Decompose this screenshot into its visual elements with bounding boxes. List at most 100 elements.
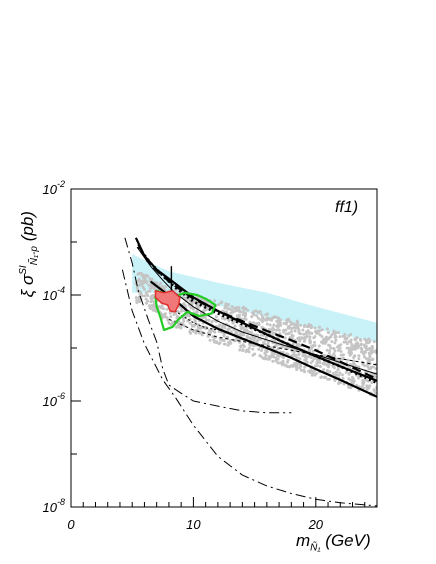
scatter-point (308, 341, 312, 345)
scatter-point (268, 317, 272, 321)
scatter-point (144, 297, 148, 301)
scatter-point (371, 365, 375, 369)
scatter-point (247, 346, 251, 350)
scatter-point (273, 352, 276, 356)
scatter-point (244, 307, 248, 311)
scatter-point (224, 302, 228, 306)
scatter-point (286, 326, 290, 330)
scatter-point (349, 338, 353, 342)
scatter-point (279, 323, 283, 327)
scatter-point (302, 368, 306, 372)
red-contour (154, 290, 181, 313)
scatter-point (304, 332, 308, 336)
scatter-point (324, 339, 328, 343)
scatter-point (307, 325, 311, 328)
scatter-point (226, 343, 230, 347)
scatter-point (264, 318, 268, 322)
scatter-point (310, 331, 314, 335)
scatter-point (305, 361, 309, 364)
scatter-point (164, 284, 168, 288)
scatter-point (291, 342, 295, 346)
scatter-point (213, 299, 217, 303)
scatter-point (140, 273, 144, 277)
scatter-point (231, 320, 235, 324)
scatter-point (325, 335, 328, 339)
scatter-point (230, 308, 234, 312)
scatter-point (325, 369, 329, 372)
x-axis-label: mÑ₁ (GeV) (296, 531, 371, 554)
scatter-point (372, 388, 376, 392)
scatter-point (237, 306, 241, 310)
scatter-point (199, 331, 203, 335)
scatter-point (363, 337, 367, 341)
scatter-point (274, 356, 278, 360)
scatter-point (148, 304, 151, 308)
scatter-point (319, 376, 323, 379)
scatter-point (266, 312, 270, 316)
scatter-point (243, 329, 247, 333)
scatter-point (368, 384, 372, 388)
scatter-point (277, 316, 280, 320)
scatter-point (305, 334, 309, 338)
scatter-point (353, 337, 357, 341)
scatter-point (135, 299, 139, 303)
scatter-point (149, 307, 153, 311)
scatter-point (248, 320, 252, 324)
scatter-point (174, 312, 178, 316)
shaded-regions (132, 253, 377, 342)
scatter-point (313, 326, 317, 330)
scatter-point (136, 272, 140, 276)
scatter-point (168, 311, 172, 315)
scatter-point (218, 323, 222, 327)
scatter-point (278, 332, 282, 336)
scatter-point (164, 312, 167, 316)
scatter-point (322, 353, 326, 357)
scatter-point (332, 352, 336, 356)
scatter-point (325, 327, 329, 331)
scatter-point (311, 349, 315, 353)
scatter-point (252, 310, 256, 314)
scatter-point (251, 353, 255, 357)
scatter-point (338, 346, 342, 350)
scatter-point (336, 331, 340, 334)
scatter-point (264, 349, 268, 353)
scatter-point (332, 347, 336, 350)
scatter-point (368, 346, 372, 350)
scatter-point (141, 286, 145, 289)
scatter-point (295, 368, 299, 372)
scatter-point (298, 339, 302, 343)
scatter-point (284, 328, 288, 332)
scatter-point (257, 347, 261, 351)
scatter-point (303, 338, 307, 342)
scatter-point (318, 333, 322, 337)
scatter-point (328, 335, 332, 339)
scatter-point (348, 366, 352, 370)
scatter-point (148, 289, 152, 293)
scatter-point (293, 329, 297, 333)
scatter-point (195, 310, 199, 314)
scatter-point (194, 331, 198, 335)
scatter-point (307, 369, 310, 373)
scatter-point (340, 373, 344, 377)
scatter-point (352, 359, 356, 363)
scatter-point (238, 310, 241, 313)
scatter-point (233, 324, 237, 328)
scatter-point (313, 344, 317, 347)
scatter-point (285, 360, 289, 364)
scatter-point (211, 335, 215, 339)
scatter-point (374, 367, 377, 371)
scatter-point (284, 322, 288, 326)
scatter-point (151, 286, 155, 290)
scatter-point (311, 372, 315, 376)
scatter-point (151, 299, 154, 303)
scatter-point (351, 362, 355, 366)
scatter-point (297, 352, 301, 356)
scatter-point (365, 357, 369, 361)
scatter-point (365, 386, 369, 390)
scatter-point (260, 326, 264, 330)
scatter-point (263, 351, 267, 355)
scatter-point (289, 330, 293, 334)
scatter-point (210, 320, 214, 324)
scatter-point (221, 338, 225, 342)
scatter-point (259, 318, 263, 322)
